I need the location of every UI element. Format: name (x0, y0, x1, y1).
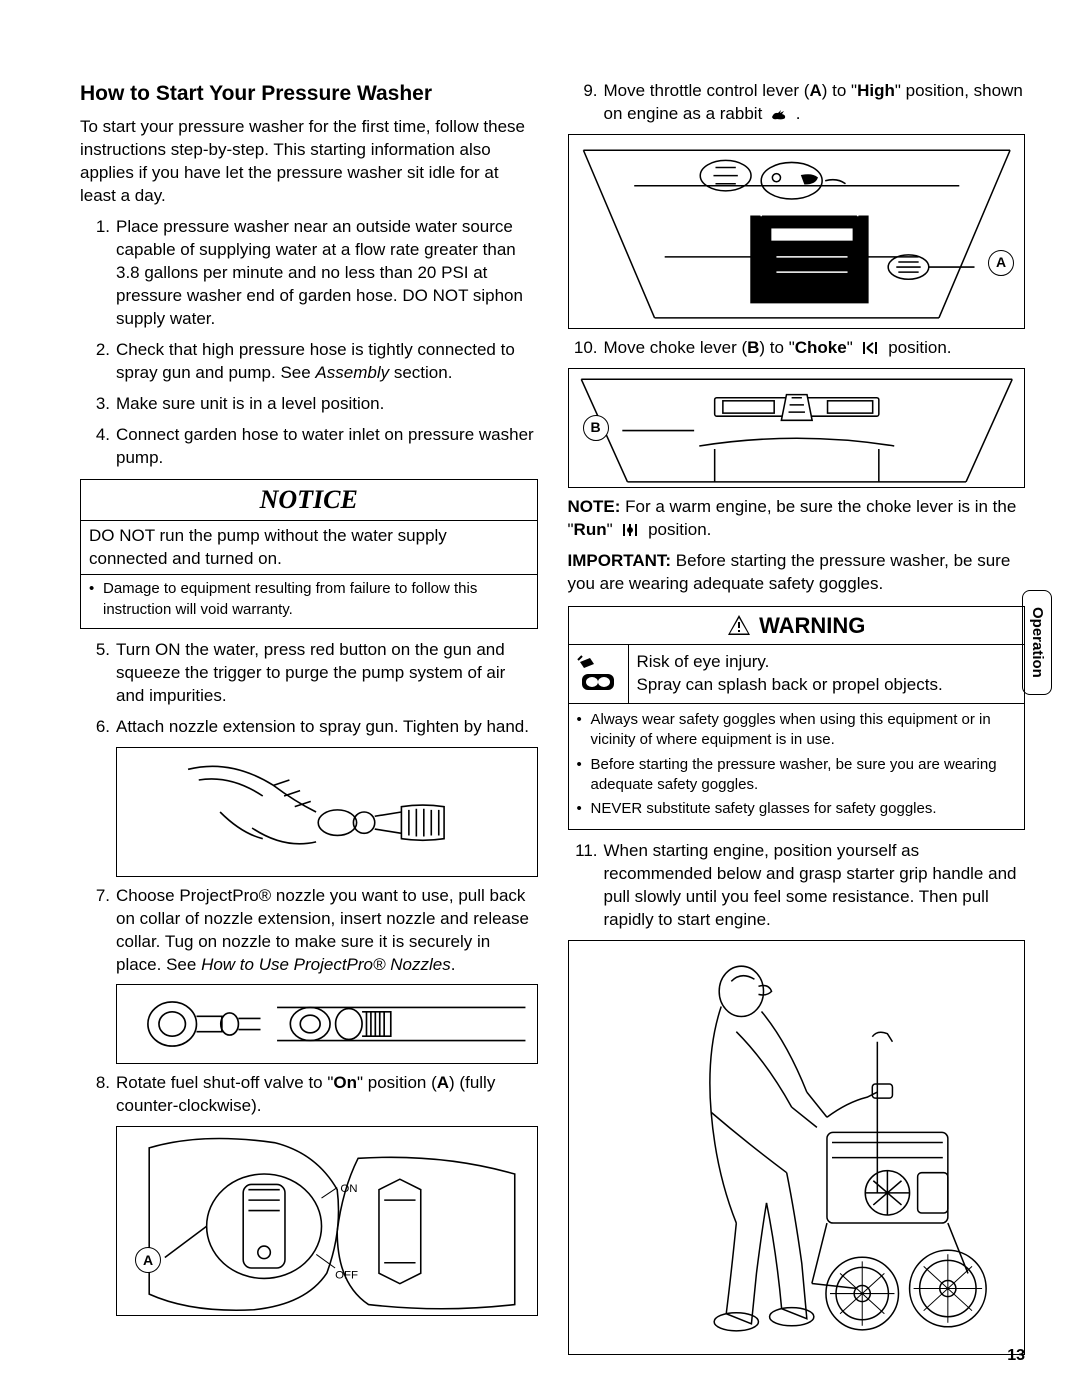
callout-a-right: A (988, 250, 1014, 276)
note-line: NOTE: For a warm engine, be sure the cho… (568, 496, 1026, 542)
notice-sub: Damage to equipment resulting from failu… (81, 574, 537, 628)
steps-list-left-3: 7.Choose ProjectPro® nozzle you want to … (80, 885, 538, 977)
notice-body: DO NOT run the pump without the water su… (81, 521, 537, 575)
step-4: 4.Connect garden hose to water inlet on … (80, 424, 538, 470)
step-2: 2.Check that high pressure hose is tight… (80, 339, 538, 385)
important-line: IMPORTANT: Before starting the pressure … (568, 550, 1026, 596)
step-1: 1.Place pressure washer near an outside … (80, 216, 538, 331)
steps-list-right-3: 11.When starting engine, position yourse… (568, 840, 1026, 932)
step-9: 9.Move throttle control lever (A) to "Hi… (568, 80, 1026, 126)
step-5: 5.Turn ON the water, press red button on… (80, 639, 538, 708)
figure-fuel-valve: ON OFF A (116, 1126, 538, 1316)
step-6: 6.Attach nozzle extension to spray gun. … (80, 716, 538, 739)
steps-list-left-2: 5.Turn ON the water, press red button on… (80, 639, 538, 739)
on-label: ON (340, 1183, 357, 1195)
step-8: 8.Rotate fuel shut-off valve to "On" pos… (80, 1072, 538, 1118)
warning-box: WARNING Risk of eye injury. Spray can sp… (568, 606, 1026, 831)
step-11: 11.When starting engine, position yourse… (568, 840, 1026, 932)
step-10: 10.Move choke lever (B) to "Choke" posit… (568, 337, 1026, 360)
notice-title: NOTICE (81, 480, 537, 520)
steps-list-right-2: 10.Move choke lever (B) to "Choke" posit… (568, 337, 1026, 360)
page-number: 13 (1007, 1345, 1025, 1367)
warning-bullets: Always wear safety goggles when using th… (577, 710, 1017, 819)
rabbit-icon (769, 107, 789, 121)
right-column: 9.Move throttle control lever (A) to "Hi… (568, 80, 1026, 1363)
choke-icon (861, 340, 879, 356)
step-7: 7.Choose ProjectPro® nozzle you want to … (80, 885, 538, 977)
intro-paragraph: To start your pressure washer for the fi… (80, 116, 538, 208)
goggles-icon (569, 645, 629, 703)
warning-title: WARNING (569, 607, 1025, 646)
figure-nozzle-attach (116, 747, 538, 877)
run-icon (621, 522, 639, 538)
figure-throttle: A (568, 134, 1026, 329)
figure-choke: B (568, 368, 1026, 488)
warning-triangle-icon (727, 614, 751, 636)
section-heading: How to Start Your Pressure Washer (80, 80, 538, 108)
warning-line-1: Risk of eye injury. (637, 651, 1017, 674)
steps-list-right-1: 9.Move throttle control lever (A) to "Hi… (568, 80, 1026, 126)
steps-list-left-4: 8.Rotate fuel shut-off valve to "On" pos… (80, 1072, 538, 1118)
step-3: 3.Make sure unit is in a level position. (80, 393, 538, 416)
warning-line-2: Spray can splash back or propel objects. (637, 674, 1017, 697)
left-column: How to Start Your Pressure Washer To sta… (80, 80, 538, 1363)
off-label: OFF (335, 1270, 358, 1282)
figure-nozzle-collar (116, 984, 538, 1064)
side-tab-operation: Operation (1022, 590, 1052, 695)
steps-list-left: 1.Place pressure washer near an outside … (80, 216, 538, 469)
figure-person-starting (568, 940, 1026, 1355)
notice-box: NOTICE DO NOT run the pump without the w… (80, 479, 538, 628)
callout-b: B (583, 415, 609, 441)
